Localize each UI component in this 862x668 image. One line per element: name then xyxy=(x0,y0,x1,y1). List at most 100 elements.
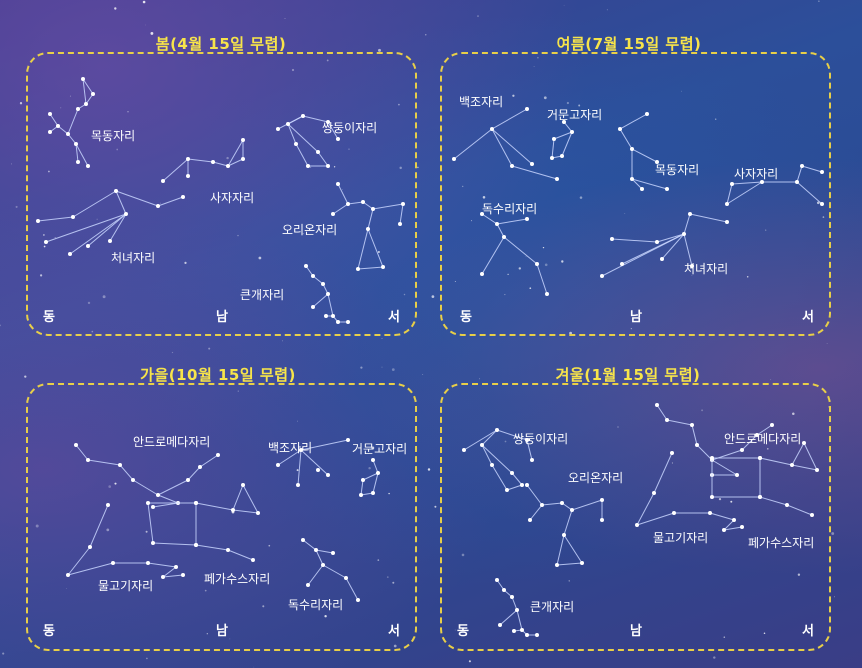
constellation-star xyxy=(226,164,230,168)
constellation-line xyxy=(689,213,728,223)
constellation-line xyxy=(287,123,297,145)
constellation-line xyxy=(57,125,69,135)
constellation-star xyxy=(618,127,622,131)
constellation-line xyxy=(199,454,219,468)
constellation-star xyxy=(570,508,574,512)
constellation-line xyxy=(723,526,743,531)
constellation-star xyxy=(480,212,484,216)
bg-star xyxy=(381,366,383,368)
constellation-line xyxy=(631,178,643,190)
virgo-label: 처녀자리 xyxy=(111,251,156,265)
summer-star-chart xyxy=(452,107,824,296)
constellation-star xyxy=(344,576,348,580)
constellation-star xyxy=(652,491,656,495)
constellation-line xyxy=(803,442,818,471)
constellation-figure xyxy=(276,438,350,487)
constellation-line xyxy=(511,596,518,611)
bg-star xyxy=(422,374,424,376)
constellation-line xyxy=(731,181,763,185)
constellation-star xyxy=(740,525,744,529)
constellation-line xyxy=(195,502,234,511)
constellation-line xyxy=(345,577,359,601)
constellation-star xyxy=(800,164,804,168)
lyra-label: 거문고자리 xyxy=(547,108,603,122)
constellation-star xyxy=(336,182,340,186)
bg-star xyxy=(434,505,437,508)
constellation-line xyxy=(85,93,94,105)
constellation-star xyxy=(635,523,639,527)
constellation-star xyxy=(535,633,539,637)
constellation-figure xyxy=(618,112,669,191)
constellation-star xyxy=(36,219,40,223)
constellation-star xyxy=(366,227,370,231)
bg-star xyxy=(15,205,18,208)
constellation-star xyxy=(600,518,604,522)
constellation-line xyxy=(332,203,349,215)
constellation-line xyxy=(463,429,498,451)
constellation-line xyxy=(300,439,349,451)
bg-star xyxy=(24,375,27,378)
constellation-star xyxy=(84,102,88,106)
constellation-line xyxy=(362,472,379,481)
constellation-star xyxy=(356,598,360,602)
constellation-star xyxy=(555,177,559,181)
bg-star xyxy=(826,343,828,344)
canis-major-label: 큰개자리 xyxy=(530,600,575,614)
constellation-star xyxy=(346,202,350,206)
constellation-star xyxy=(76,160,80,164)
constellation-star xyxy=(336,320,340,324)
constellation-line xyxy=(317,151,329,167)
constellation-line xyxy=(631,178,668,190)
boötes-label: 목동자리 xyxy=(655,163,700,177)
constellation-star xyxy=(688,212,692,216)
constellation-star xyxy=(301,114,305,118)
constellation-star xyxy=(241,157,245,161)
constellation-star xyxy=(194,501,198,505)
constellation-line xyxy=(791,464,818,471)
constellation-star xyxy=(480,443,484,447)
constellation-star xyxy=(645,112,649,116)
constellation-star xyxy=(562,120,566,124)
constellation-figure xyxy=(550,120,574,160)
constellation-line xyxy=(561,131,573,157)
constellation-line xyxy=(601,233,685,277)
autumn-panel: 안드로메다자리 백조자리 거문고자리 물고기자리 페가수스자리 독수리자리 동 … xyxy=(26,383,417,651)
constellation-star xyxy=(294,142,298,146)
constellation-line xyxy=(526,484,543,506)
constellation-star xyxy=(321,282,325,286)
constellation-star xyxy=(760,180,764,184)
constellation-line xyxy=(481,429,498,446)
constellation-figure xyxy=(758,441,819,517)
constellation-star xyxy=(695,443,699,447)
bg-star xyxy=(381,337,383,339)
constellation-star xyxy=(118,463,122,467)
constellation-star xyxy=(490,127,494,131)
pisces-label: 물고기자리 xyxy=(653,531,709,545)
constellation-star xyxy=(311,305,315,309)
bg-star xyxy=(417,166,419,169)
constellation-star xyxy=(76,107,80,111)
constellation-line xyxy=(152,502,179,508)
constellation-star xyxy=(490,463,494,467)
constellation-line xyxy=(367,228,384,268)
constellation-line xyxy=(796,165,803,183)
west-label: 서 xyxy=(388,310,400,325)
constellation-star xyxy=(174,565,178,569)
bg-star xyxy=(19,102,23,105)
constellation-line xyxy=(481,236,505,275)
spring-star-chart xyxy=(36,77,405,324)
constellation-star xyxy=(505,488,509,492)
constellation-star xyxy=(710,495,714,499)
constellation-line xyxy=(115,190,159,207)
constellation-star xyxy=(361,478,365,482)
constellation-line xyxy=(711,459,738,476)
constellation-star xyxy=(495,578,499,582)
constellation-star xyxy=(525,217,529,221)
constellation-line xyxy=(49,113,59,127)
constellation-star xyxy=(186,478,190,482)
constellation-star xyxy=(56,124,60,128)
constellation-line xyxy=(162,566,177,578)
constellation-star xyxy=(660,257,664,261)
constellation-star xyxy=(231,508,235,512)
constellation-line xyxy=(315,549,334,554)
